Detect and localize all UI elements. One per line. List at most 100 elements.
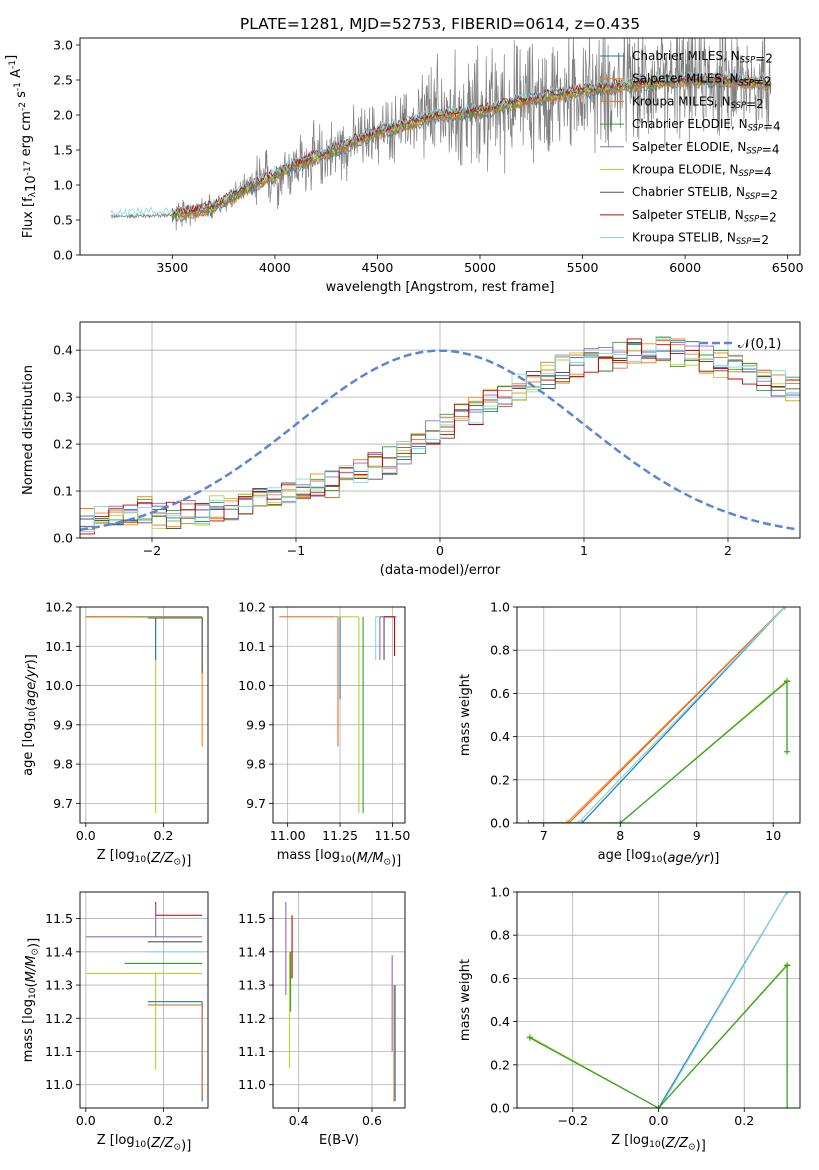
mass-vs-z-ytick-label-5: 11.5 — [45, 911, 73, 926]
mass-vs-z-ytick-label-0: 11.0 — [45, 1077, 73, 1092]
spectrum-xtick-label-5: 6000 — [669, 260, 701, 275]
figure-title: PLATE=1281, MJD=52753, FIBERID=0614, z=0… — [240, 15, 640, 33]
age-vs-z-ytick-label-4: 10.1 — [45, 639, 73, 654]
age-vs-mass-ytick-label-0: 9.7 — [246, 796, 266, 811]
age-vs-z-plot — [85, 616, 203, 814]
mass-vs-z-frame — [79, 891, 209, 1109]
weight-vs-age-marker-0-1 — [563, 820, 570, 823]
mass-vs-ebv-ytick-label-4: 11.4 — [238, 944, 266, 959]
residuals-hist-1 — [80, 338, 800, 528]
weight-vs-z-xlabel: Z [log10(Z/Z⊙)] — [611, 1133, 706, 1154]
weight-vs-z-ytick-label-5: 1.0 — [490, 885, 510, 900]
spectrum-legend-label-2: Kroupa MILES, NSSP=2 — [632, 94, 764, 111]
weight-vs-z-ytick-label-2: 0.4 — [490, 1014, 510, 1029]
mass-vs-z-ytick-label-1: 11.1 — [45, 1044, 73, 1059]
weight-vs-z-xtick-label-1: 0.0 — [649, 1113, 669, 1128]
spectrum-xtick-label-2: 4500 — [362, 260, 394, 275]
weight-vs-age-marker-5-3 — [783, 678, 790, 685]
weight-vs-z-xtick-label-2: 0.2 — [734, 1113, 754, 1128]
age-vs-z-ytick-label-0: 9.7 — [53, 796, 73, 811]
residuals-ytick-label-3: 0.3 — [53, 390, 73, 405]
mass-vs-ebv-plot — [285, 901, 396, 1102]
mass-vs-z-xtick-label-0: 0.0 — [76, 1113, 96, 1128]
age-vs-mass-ytick-label-4: 10.1 — [238, 639, 266, 654]
spectrum-ytick-label-5: 2.5 — [53, 73, 73, 88]
mass-vs-z-ytick-label-4: 11.4 — [45, 944, 73, 959]
mass-vs-z-ytick-label-2: 11.2 — [45, 1011, 73, 1026]
spectrum-legend-label-8: Kroupa STELIB, NSSP=2 — [632, 231, 769, 248]
residuals-xtick-label-0: −2 — [143, 543, 161, 558]
residuals-plot — [80, 336, 800, 535]
mass-vs-ebv-xtick-label-1: 0.6 — [362, 1113, 382, 1128]
age-vs-z-xtick-label-0: 0.0 — [76, 828, 96, 843]
mass-vs-ebv-ytick-label-2: 11.2 — [238, 1011, 266, 1026]
weight-vs-z-axes: −0.2 0.0 0.2 0.0 0.2 0.4 0.6 0.8 1.0 Z [log10(Z/Z… — [458, 885, 801, 1154]
spectrum-xtick-label-1: 4000 — [259, 260, 291, 275]
spectrum-plot — [110, 38, 772, 231]
spectrum-ytick-label-4: 2.0 — [53, 108, 73, 123]
spectrum-ytick-label-1: 0.5 — [53, 213, 73, 228]
spectrum-xlabel: wavelength [Angstrom, rest frame] — [326, 280, 555, 295]
spectrum-legend-label-7: Salpeter STELIB, NSSP=2 — [632, 208, 777, 225]
spectrum-xtick-label-0: 3500 — [156, 260, 188, 275]
mass-vs-ebv-xtick-label-0: 0.4 — [289, 1113, 309, 1128]
residuals-axes: −2 −1 0 1 2 0.0 0.1 0.2 0.3 0.4 (data-model)/error… — [21, 321, 801, 578]
spectrum-legend-label-1: Salpeter MILES, NSSP=2 — [632, 72, 772, 89]
age-vs-z-ytick-label-2: 9.9 — [53, 717, 73, 732]
age-vs-z-xtick-label-1: 0.2 — [153, 828, 173, 843]
weight-vs-z-ytick-label-4: 0.8 — [490, 928, 510, 943]
weight-vs-age-xtick-label-1: 8 — [616, 828, 624, 843]
weight-vs-age-ytick-label-0: 0.0 — [490, 816, 510, 831]
spectrum-axes: 3500 4000 4500 5000 5500 6000 6500 0.0 0.5 1.0 1.5… — [4, 38, 804, 296]
residuals-hist-8 — [80, 337, 800, 532]
age-vs-mass-ytick-label-1: 9.8 — [246, 757, 266, 772]
spectrum-legend-label-4: Salpeter ELODIE, NSSP=4 — [632, 140, 780, 157]
mass-vs-z-plot — [85, 901, 203, 1102]
residuals-ytick-label-0: 0.0 — [53, 531, 73, 546]
weight-vs-age-line-4 — [528, 679, 788, 823]
weight-vs-age-line-3 — [528, 607, 786, 823]
weight-vs-z-line-1 — [658, 892, 788, 1108]
age-vs-mass-xtick-label-1: 11.25 — [322, 828, 358, 843]
spectrum-ytick-label-6: 3.0 — [53, 38, 73, 53]
residuals-ylabel: Normed distribution — [21, 365, 36, 495]
weight-vs-age-marker-5-4 — [783, 748, 790, 755]
mass-vs-ebv-ytick-label-0: 11.0 — [238, 1077, 266, 1092]
spectrum-legend-label-6: Chabrier STELIB, NSSP=2 — [632, 185, 778, 202]
spectrum-legend-label-5: Kroupa ELODIE, NSSP=4 — [632, 163, 772, 180]
weight-vs-age-xtick-label-2: 9 — [693, 828, 701, 843]
mass-vs-ebv-ytick-label-5: 11.5 — [238, 911, 266, 926]
weight-vs-age-xtick-label-0: 7 — [540, 828, 548, 843]
residuals-gauss-line — [80, 349, 798, 532]
weight-vs-age-axes: 7 8 9 10 0.0 0.2 0.4 0.6 0.8 1.0 age [log10(age/yr… — [458, 600, 801, 866]
mass-vs-z-xtick-label-1: 0.2 — [153, 1113, 173, 1128]
spectrum-ytick-label-2: 1.0 — [53, 178, 73, 193]
age-vs-z-ytick-label-1: 9.8 — [53, 757, 73, 772]
age-vs-mass-ytick-label-5: 10.2 — [238, 600, 266, 615]
age-vs-mass-xtick-label-2: 11.50 — [375, 828, 411, 843]
weight-vs-age-frame — [516, 606, 801, 824]
mass-vs-ebv-ytick-label-1: 11.1 — [238, 1044, 266, 1059]
spectrum-xtick-label-4: 5500 — [567, 260, 599, 275]
spectrum-model-line-0 — [171, 79, 771, 223]
weight-vs-z-ytick-label-0: 0.0 — [490, 1101, 510, 1116]
spectrum-ylabel: Flux [fλ10-17 erg cm-2 s-1 A-1] — [4, 55, 39, 238]
weight-vs-age-ytick-label-1: 0.2 — [490, 772, 510, 787]
weight-vs-age-marker-3-2 — [781, 607, 788, 610]
mass-vs-z-ytick-label-3: 11.3 — [45, 978, 73, 993]
age-vs-mass-plot — [279, 616, 397, 814]
spectrum-ytick-label-3: 1.5 — [53, 143, 73, 158]
weight-vs-z-marker-1-2 — [784, 892, 791, 895]
weight-vs-age-line-1 — [528, 607, 786, 823]
residuals-xlabel: (data-model)/error — [380, 563, 501, 578]
spectrum-legend-label-0: Chabrier MILES, NSSP=2 — [632, 49, 773, 66]
weight-vs-age-marker-1-1 — [566, 820, 573, 823]
weight-vs-age-ytick-label-5: 1.0 — [490, 600, 510, 615]
weight-vs-age-line-5 — [528, 680, 788, 823]
residuals-ytick-label-2: 0.2 — [53, 437, 73, 452]
age-vs-z-axes: 0.0 0.2 9.7 9.8 9.9 10.0 10.1 10.2 Z [log10(Z/Z⊙… — [21, 600, 209, 869]
age-vs-z-ylabel: age [log10(age/yr)] — [21, 654, 39, 776]
residuals-hist-6 — [80, 340, 800, 529]
mass-vs-z-ylabel: mass [log10(M/M⊙)] — [21, 938, 42, 1062]
